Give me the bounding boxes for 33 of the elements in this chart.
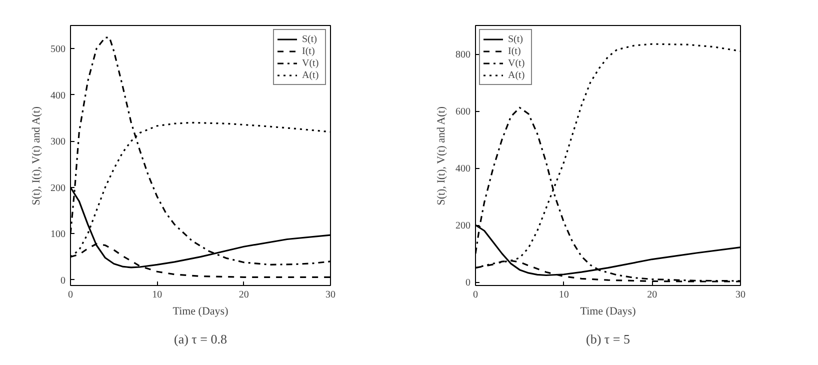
- y-tick-label: 300: [50, 136, 66, 148]
- y-tick-label: 200: [456, 220, 470, 232]
- legend-label: S(t): [302, 33, 318, 45]
- y-tick-label: 0: [60, 275, 66, 286]
- legend-label: A(t): [508, 69, 526, 81]
- y-tick-label: 200: [50, 182, 66, 194]
- text: (b) τ = 5: [586, 332, 630, 346]
- y-tick-label: 500: [50, 44, 66, 56]
- legend-label: V(t): [302, 57, 320, 69]
- x-tick-label: 0: [68, 290, 73, 300]
- x-tick-label: 20: [238, 290, 249, 300]
- x-tick-label: 0: [473, 290, 478, 300]
- y-tick-label: 0: [466, 278, 470, 289]
- y-tick-label: 100: [50, 229, 66, 240]
- x-tick-label: 10: [558, 290, 569, 300]
- legend-label: S(t): [508, 33, 524, 45]
- x-tick-label: 30: [326, 290, 336, 300]
- x-tick-label: 20: [647, 290, 658, 300]
- x-tick-label: 10: [152, 290, 162, 300]
- text: (a) τ = 0.8: [174, 332, 227, 346]
- y-axis-title: S(t), I(t), V(t) and A(t): [30, 106, 42, 206]
- legend-label: V(t): [508, 57, 526, 69]
- legend-label: I(t): [508, 45, 522, 57]
- y-tick-label: 400: [456, 164, 470, 175]
- y-tick-label: 800: [456, 50, 470, 61]
- x-axis-title: Time (Days): [580, 306, 636, 318]
- x-axis-title: Time (Days): [172, 306, 229, 318]
- legend-label: A(t): [302, 69, 320, 81]
- y-tick-label: 400: [50, 90, 66, 102]
- y-axis-title: S(t), I(t), V(t) and A(t): [436, 106, 448, 206]
- legend-label: I(t): [302, 45, 316, 57]
- x-tick-label: 30: [736, 290, 746, 300]
- y-tick-label: 600: [456, 106, 470, 118]
